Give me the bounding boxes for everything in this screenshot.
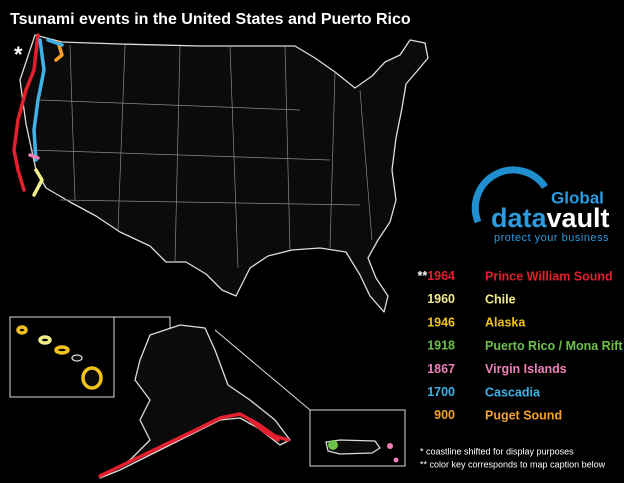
hawaii-inset [9, 316, 115, 398]
legend-year-value: 1867 [427, 362, 455, 376]
coast-cascadia [32, 38, 46, 162]
alaska-coast-prince-william [248, 418, 280, 442]
legend-place: Prince William Sound [485, 269, 613, 283]
legend-prefix: ** [417, 269, 427, 283]
logo-name-b: vault [547, 203, 610, 233]
legend-year: 1700 [427, 385, 455, 399]
legend-place: Virgin Islands [485, 362, 567, 376]
legend-year-value: 1946 [427, 316, 455, 330]
logo-brand: Global [551, 188, 604, 207]
logo-arc [471, 166, 548, 224]
pr-mona-marker [328, 440, 338, 450]
hawaii-coast [54, 345, 70, 355]
legend-year: 1867 [427, 362, 455, 376]
note: ** color key corresponds to map caption … [420, 459, 606, 469]
logo-name-a: data [491, 203, 548, 233]
coast-chile [32, 168, 44, 197]
hawaii-coast [16, 325, 28, 335]
legend-place: Puget Sound [485, 408, 562, 422]
alaska [99, 324, 291, 479]
alaska-coast [98, 412, 290, 478]
legend-year-value: 1964 [427, 269, 455, 283]
logo-tagline: protect your business [494, 232, 609, 244]
inset-border [114, 316, 171, 330]
legend-year: 900 [434, 408, 455, 422]
legend-year-value: 1918 [427, 339, 455, 353]
legend-place: Alaska [485, 316, 526, 330]
vi-marker [387, 443, 393, 449]
legend-year: **1964 [417, 269, 455, 283]
pr-inset [309, 409, 406, 467]
hawaii-coast [81, 366, 103, 390]
legend-year-value: 900 [434, 408, 455, 422]
coast-virgin [28, 153, 40, 160]
legend: **1964 Prince William Sound 1960 Chile 1946 A… [417, 269, 623, 422]
hawaii-coast [38, 335, 52, 345]
legend-year-value: 1700 [427, 385, 455, 399]
coast-cascadia-north [46, 38, 64, 47]
legend-place: Puerto Rico / Mona Rift [485, 339, 623, 353]
title: Tsunami events in the United States and … [10, 11, 411, 28]
inset-pointer [214, 329, 311, 411]
note: * coastline shifted for display purposes [420, 446, 574, 456]
legend-year: 1946 [427, 316, 455, 330]
shift-marker: * [14, 42, 23, 67]
us-mainland [19, 34, 429, 313]
legend-year: 1918 [427, 339, 455, 353]
state-borders [29, 44, 373, 269]
coast-prince-william [12, 33, 40, 192]
legend-place: Chile [485, 292, 516, 306]
vi-marker [393, 457, 399, 463]
legend-year: 1960 [427, 292, 455, 306]
logo-name: datavault [491, 203, 610, 233]
coast-puget [54, 40, 64, 62]
legend-place: Cascadia [485, 385, 541, 399]
legend-year-value: 1960 [427, 292, 455, 306]
puerto-rico [325, 439, 381, 455]
